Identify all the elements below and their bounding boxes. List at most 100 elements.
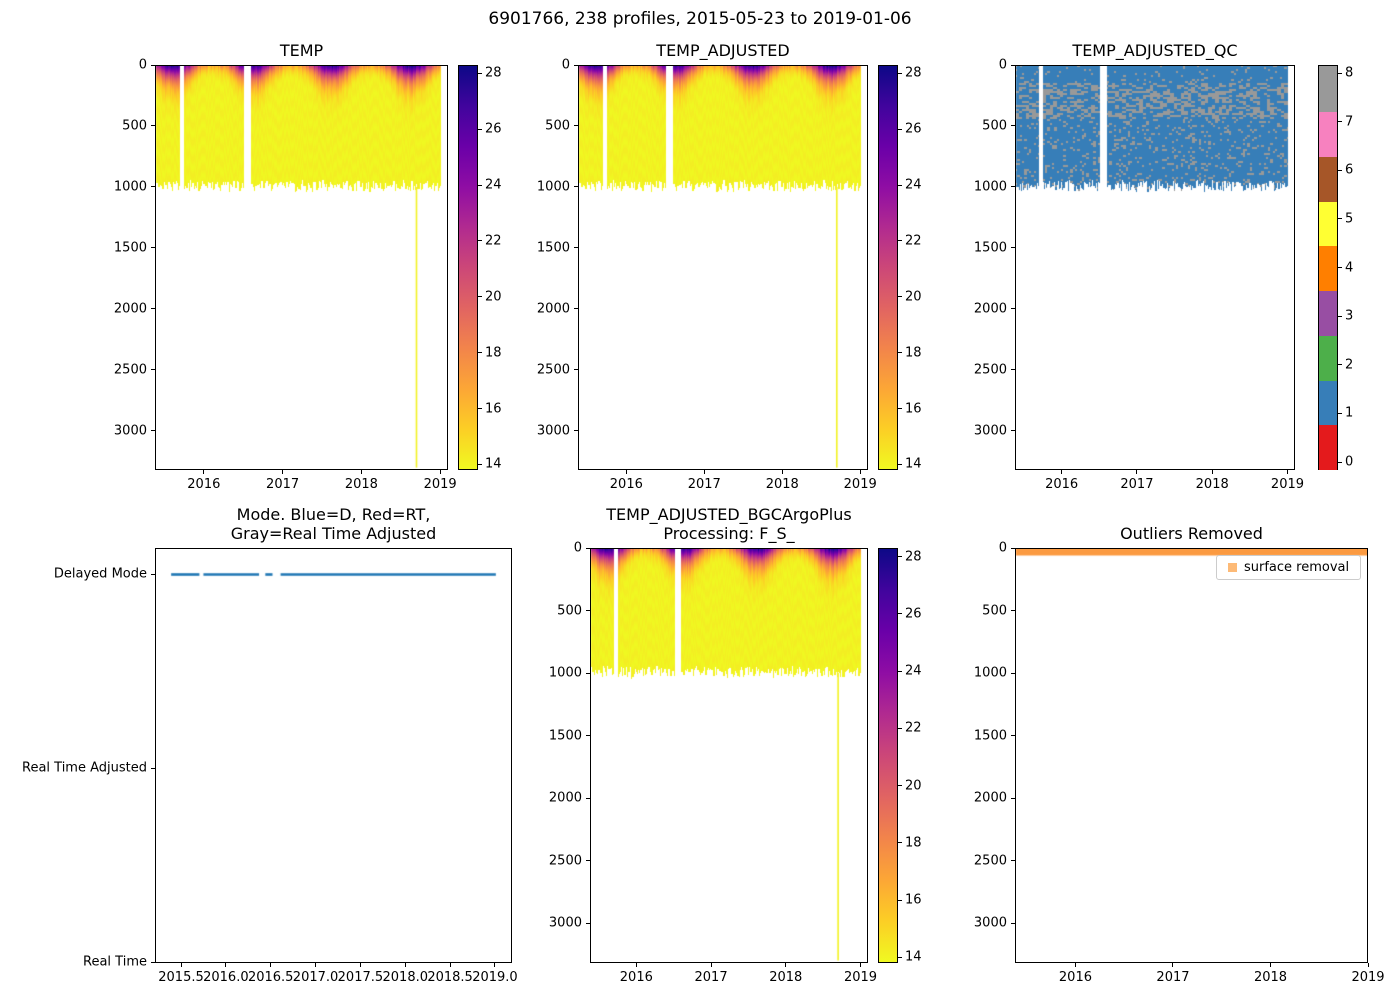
colorbar-tick-mark bbox=[1338, 315, 1342, 317]
colorbar-tick-label: 20 bbox=[905, 778, 922, 794]
colorbar-tick-label: 14 bbox=[905, 456, 922, 472]
y-tick-mark bbox=[151, 430, 155, 432]
legend: surface removal bbox=[1216, 555, 1362, 580]
y-tick-label: 500 bbox=[982, 118, 1007, 134]
x-tick-label: 2016 bbox=[187, 477, 221, 492]
x-tick-label: 2017 bbox=[1120, 477, 1154, 492]
y-tick-mark bbox=[151, 767, 155, 769]
x-tick-label: 2016.0 bbox=[203, 970, 249, 985]
x-tick-mark bbox=[282, 470, 284, 474]
axes-temp_adjusted bbox=[578, 65, 868, 470]
y-tick-label: 2000 bbox=[548, 790, 582, 806]
y-tick-label: 3000 bbox=[113, 423, 147, 439]
y-tick-label: 0 bbox=[573, 540, 582, 556]
y-tick-label: 500 bbox=[122, 118, 147, 134]
x-tick-mark bbox=[785, 963, 787, 967]
y-tick-label: Real Time Adjusted bbox=[22, 760, 147, 776]
colorbar-tick-mark bbox=[898, 463, 902, 465]
colorbar-tick-mark bbox=[1338, 267, 1342, 268]
x-tick-label: 2019 bbox=[843, 477, 877, 492]
colorbar-tick-mark bbox=[1338, 121, 1342, 123]
x-tick-mark bbox=[710, 963, 712, 967]
y-tick-mark bbox=[1011, 125, 1015, 127]
colorbar-segment bbox=[1319, 424, 1337, 471]
x-tick-mark bbox=[635, 963, 637, 967]
x-tick-mark bbox=[1074, 963, 1076, 967]
colorbar-tick-mark bbox=[1338, 364, 1342, 366]
x-tick-label: 2017 bbox=[266, 477, 300, 492]
y-tick-mark bbox=[151, 247, 155, 249]
axes-outliers bbox=[1015, 548, 1368, 963]
colorbar-tick-mark bbox=[898, 296, 902, 298]
x-tick-label: 2016 bbox=[1058, 970, 1092, 985]
x-tick-label: 2018 bbox=[769, 970, 803, 985]
plot-title-temp_adjusted: TEMP_ADJUSTED bbox=[656, 41, 790, 60]
figure-suptitle: 6901766, 238 profiles, 2015-05-23 to 201… bbox=[488, 9, 912, 29]
x-tick-mark bbox=[1269, 963, 1271, 967]
colorbar-tick-label: 16 bbox=[905, 892, 922, 908]
x-tick-label: 2019 bbox=[1351, 970, 1385, 985]
colorbar-segment bbox=[1319, 155, 1337, 202]
x-tick-mark bbox=[1286, 470, 1288, 474]
y-tick-label: 500 bbox=[982, 603, 1007, 618]
y-tick-label: 1500 bbox=[536, 240, 570, 256]
y-tick-mark bbox=[1011, 247, 1015, 249]
x-tick-mark bbox=[859, 470, 861, 474]
y-tick-label: Delayed Mode bbox=[53, 566, 147, 582]
y-tick-label: 2000 bbox=[973, 790, 1007, 806]
y-tick-label: 1500 bbox=[973, 728, 1007, 743]
colorbar-tick-mark bbox=[478, 352, 482, 354]
y-tick-mark bbox=[586, 610, 590, 611]
colorbar-tick-label: 26 bbox=[485, 121, 502, 137]
colorbar-segment bbox=[1319, 245, 1337, 292]
colorbar-tick-mark bbox=[898, 556, 902, 558]
y-tick-mark bbox=[1011, 430, 1015, 432]
y-tick-mark bbox=[151, 369, 155, 371]
colorbar-tick-mark bbox=[478, 296, 482, 298]
y-tick-label: 2500 bbox=[548, 853, 582, 868]
colorbar-segment bbox=[1319, 289, 1337, 336]
colorbar-tick-label: 14 bbox=[905, 949, 922, 965]
colorbar-tick-label: 24 bbox=[485, 177, 502, 193]
y-tick-mark bbox=[1011, 64, 1015, 66]
x-tick-mark bbox=[625, 470, 627, 474]
y-tick-mark bbox=[574, 247, 578, 249]
colorbar-tick-label: 28 bbox=[905, 549, 922, 565]
colorbar-tick-label: 16 bbox=[905, 401, 922, 417]
y-tick-mark bbox=[151, 308, 155, 310]
colorbar-temp bbox=[458, 65, 478, 470]
y-tick-mark bbox=[1011, 860, 1015, 861]
axes-temp_adjusted_qc bbox=[1015, 65, 1295, 470]
x-tick-mark bbox=[494, 963, 496, 967]
plot-title-mode: Mode. Blue=D, Red=RT, Gray=Real Time Adj… bbox=[230, 505, 437, 543]
y-tick-label: Real Time bbox=[83, 954, 147, 970]
colorbar-tick-mark bbox=[1338, 412, 1342, 414]
y-tick-label: 2000 bbox=[113, 301, 147, 317]
colorbar-segment bbox=[1319, 200, 1337, 247]
colorbar-tick-mark bbox=[898, 785, 902, 787]
colorbar-tick-mark bbox=[898, 670, 902, 672]
plot-canvas-temp_adjusted_bgc bbox=[590, 548, 868, 963]
colorbar-tick-label: 18 bbox=[905, 835, 922, 851]
colorbar-tick-mark bbox=[898, 408, 902, 410]
axes-temp_adjusted_bgc bbox=[590, 548, 868, 963]
x-tick-mark bbox=[449, 963, 451, 967]
y-tick-mark bbox=[151, 573, 155, 575]
y-tick-mark bbox=[1011, 369, 1015, 371]
x-tick-label: 2017.5 bbox=[337, 970, 384, 985]
colorbar-tick-label: 0 bbox=[1345, 454, 1354, 470]
y-tick-label: 1500 bbox=[973, 240, 1007, 256]
colorbar-tick-mark bbox=[1338, 72, 1342, 74]
colorbar-tick-label: 3 bbox=[1345, 308, 1354, 324]
colorbar-tick-label: 7 bbox=[1345, 114, 1354, 130]
x-tick-label: 2017.0 bbox=[292, 970, 339, 985]
colorbar-tick-mark bbox=[898, 72, 902, 74]
y-tick-mark bbox=[1011, 547, 1015, 549]
x-tick-label: 2015.5 bbox=[158, 970, 204, 985]
colorbar-temp_adjusted_qc bbox=[1318, 65, 1338, 471]
colorbar-tick-mark bbox=[478, 184, 482, 186]
plot-title-temp: TEMP bbox=[279, 41, 324, 60]
x-tick-label: 2019 bbox=[423, 477, 457, 492]
y-tick-mark bbox=[1011, 186, 1015, 188]
plot-title-temp_adjusted_qc: TEMP_ADJUSTED_QC bbox=[1072, 41, 1238, 60]
